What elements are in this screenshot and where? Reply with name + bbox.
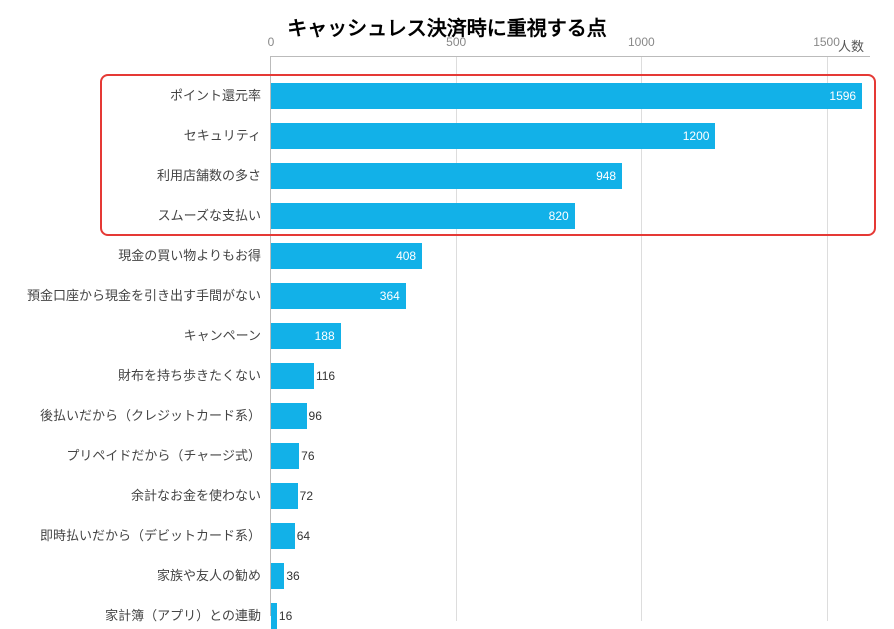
plot-area: 050010001500ポイント還元率1596セキュリティ1200利用店舗数の多… <box>270 56 870 616</box>
x-tick: 1500 <box>813 35 840 49</box>
category-label: ポイント還元率 <box>170 83 261 109</box>
x-tick: 500 <box>446 35 466 49</box>
category-label: セキュリティ <box>184 123 261 149</box>
category-label: 財布を持ち歩きたくない <box>118 363 261 389</box>
bar-row: プリペイドだから（チャージ式）76 <box>271 443 870 469</box>
bar-row: 財布を持ち歩きたくない116 <box>271 363 870 389</box>
bar-row: セキュリティ1200 <box>271 123 870 149</box>
bar <box>271 163 622 189</box>
category-label: キャンペーン <box>184 323 261 349</box>
value-label: 72 <box>300 483 313 509</box>
category-label: 現金の買い物よりもお得 <box>118 243 261 269</box>
value-label: 1596 <box>829 83 856 109</box>
bar <box>271 483 298 509</box>
value-label: 76 <box>301 443 314 469</box>
bar <box>271 403 307 429</box>
bar <box>271 603 277 629</box>
bar-row: 家計簿（アプリ）との連動16 <box>271 603 870 629</box>
bar <box>271 563 284 589</box>
bar <box>271 83 862 109</box>
category-label: 後払いだから（クレジットカード系） <box>40 403 261 429</box>
bar-row: キャンペーン188 <box>271 323 870 349</box>
category-label: 預金口座から現金を引き出す手間がない <box>27 283 261 309</box>
x-tick: 1000 <box>628 35 655 49</box>
bar-row: 後払いだから（クレジットカード系）96 <box>271 403 870 429</box>
bar-row: 即時払いだから（デビットカード系）64 <box>271 523 870 549</box>
value-label: 364 <box>380 283 400 309</box>
value-label: 96 <box>309 403 322 429</box>
bar-row: 利用店舗数の多さ948 <box>271 163 870 189</box>
value-label: 116 <box>316 363 335 389</box>
x-tick: 0 <box>268 35 275 49</box>
y-axis-label: 人数 <box>838 36 864 55</box>
chart-root: キャッシュレス決済時に重視する点 人数 050010001500ポイント還元率1… <box>0 0 894 619</box>
bar-row: 預金口座から現金を引き出す手間がない364 <box>271 283 870 309</box>
value-label: 64 <box>297 523 310 549</box>
category-label: 家計簿（アプリ）との連動 <box>105 603 261 629</box>
value-label: 408 <box>396 243 416 269</box>
category-label: 利用店舗数の多さ <box>157 163 261 189</box>
bar-row: ポイント還元率1596 <box>271 83 870 109</box>
value-label: 36 <box>286 563 299 589</box>
bar-row: スムーズな支払い820 <box>271 203 870 229</box>
value-label: 188 <box>315 323 335 349</box>
category-label: 即時払いだから（デビットカード系） <box>40 523 261 549</box>
bar <box>271 363 314 389</box>
bar <box>271 123 715 149</box>
bar <box>271 203 575 229</box>
value-label: 1200 <box>683 123 710 149</box>
category-label: プリペイドだから（チャージ式） <box>66 443 261 469</box>
bar-row: 家族や友人の勧め36 <box>271 563 870 589</box>
bar-row: 現金の買い物よりもお得408 <box>271 243 870 269</box>
category-label: スムーズな支払い <box>158 203 261 229</box>
category-label: 家族や友人の勧め <box>157 563 261 589</box>
value-label: 16 <box>279 603 292 629</box>
bar <box>271 523 295 549</box>
bar-row: 余計なお金を使わない72 <box>271 483 870 509</box>
value-label: 820 <box>549 203 569 229</box>
bar <box>271 443 299 469</box>
value-label: 948 <box>596 163 616 189</box>
category-label: 余計なお金を使わない <box>131 483 261 509</box>
